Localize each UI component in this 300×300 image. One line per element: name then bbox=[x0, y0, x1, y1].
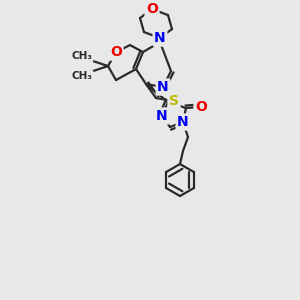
Text: O: O bbox=[146, 2, 158, 16]
Text: O: O bbox=[195, 100, 207, 114]
Text: CH₃: CH₃ bbox=[71, 51, 92, 61]
Text: CH₃: CH₃ bbox=[71, 71, 92, 81]
Text: N: N bbox=[154, 31, 166, 45]
Text: N: N bbox=[156, 109, 168, 123]
Text: O: O bbox=[110, 45, 122, 59]
Text: N: N bbox=[157, 80, 169, 94]
Text: N: N bbox=[177, 115, 189, 129]
Text: S: S bbox=[169, 94, 179, 108]
